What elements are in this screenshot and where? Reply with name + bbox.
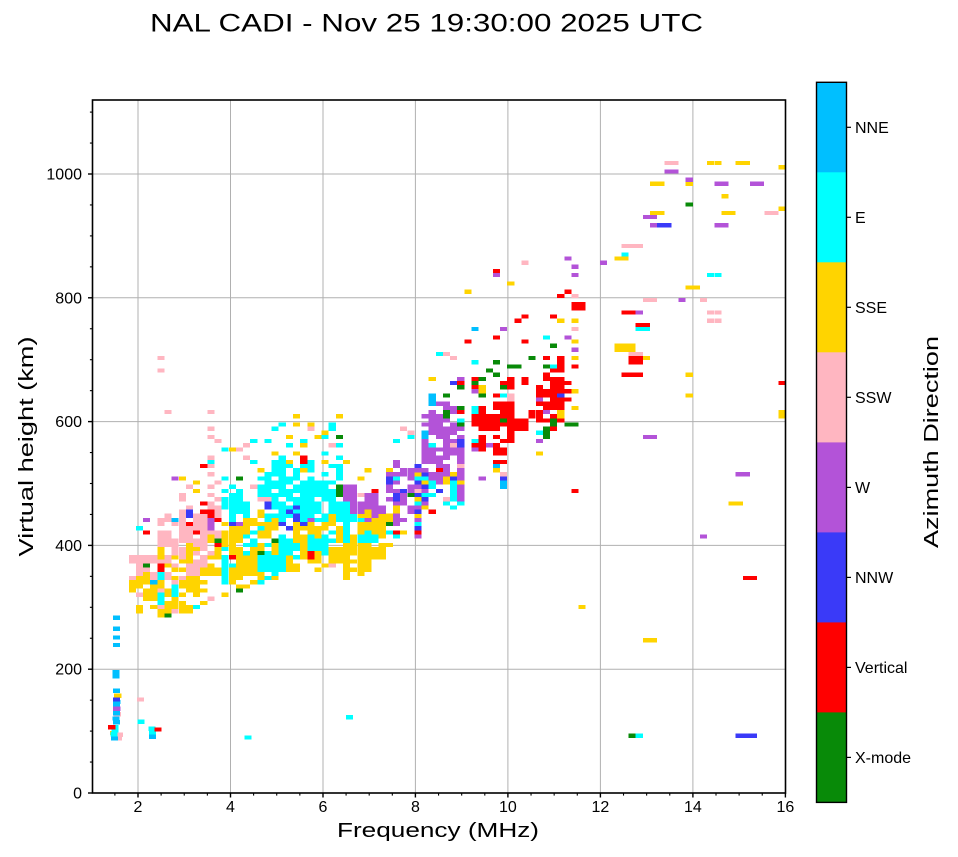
- svg-text:SSE: SSE: [855, 300, 887, 317]
- svg-text:200: 200: [55, 662, 82, 679]
- svg-text:10: 10: [499, 799, 517, 816]
- svg-text:600: 600: [55, 414, 82, 431]
- svg-text:0: 0: [73, 786, 82, 803]
- svg-text:W: W: [855, 480, 871, 497]
- svg-text:NNE: NNE: [855, 120, 889, 137]
- svg-text:X-mode: X-mode: [855, 750, 911, 767]
- svg-text:Virtual height (km): Virtual height (km): [16, 337, 38, 557]
- svg-text:14: 14: [684, 799, 702, 816]
- svg-text:NAL CADI - Nov 25 19:30:00 202: NAL CADI - Nov 25 19:30:00 2025 UTC: [150, 10, 703, 38]
- svg-text:12: 12: [592, 799, 610, 816]
- svg-text:16: 16: [777, 799, 795, 816]
- svg-text:4: 4: [226, 799, 235, 816]
- svg-text:SSW: SSW: [855, 390, 892, 407]
- svg-text:2: 2: [134, 799, 143, 816]
- svg-text:6: 6: [319, 799, 328, 816]
- svg-text:E: E: [855, 210, 866, 227]
- svg-text:Vertical: Vertical: [855, 660, 907, 677]
- svg-text:400: 400: [55, 538, 82, 555]
- svg-text:8: 8: [411, 799, 420, 816]
- svg-text:NNW: NNW: [855, 570, 894, 587]
- svg-text:Azimuth Direction: Azimuth Direction: [921, 336, 943, 548]
- svg-text:Frequency (MHz): Frequency (MHz): [337, 820, 539, 842]
- svg-text:800: 800: [55, 290, 82, 307]
- svg-text:1000: 1000: [46, 167, 82, 184]
